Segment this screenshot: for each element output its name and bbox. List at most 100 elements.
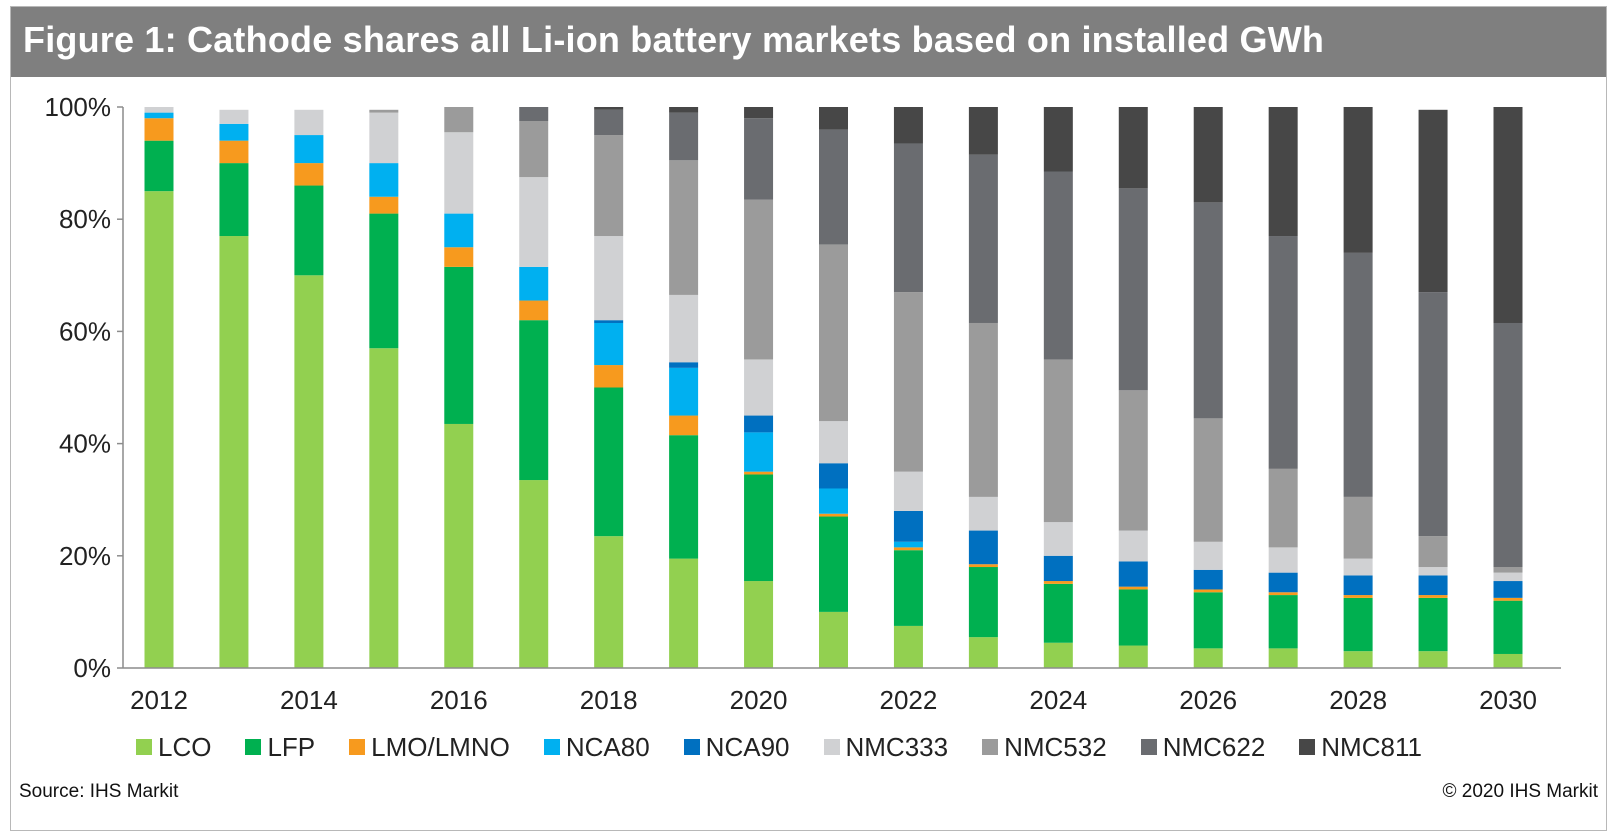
- bar-2025-nmc532: [1118, 390, 1148, 531]
- bar-2027-lfp: [1268, 595, 1298, 649]
- bar-2018-nmc622: [594, 109, 624, 136]
- bar-2028-nmc532: [1343, 496, 1373, 559]
- bar-2017-nmc532: [519, 121, 549, 178]
- legend-swatch: [823, 739, 840, 755]
- bar-2029-lmo-lmno: [1418, 595, 1448, 598]
- bar-2028-nmc811: [1343, 107, 1373, 253]
- legend-swatch: [982, 739, 999, 755]
- legend-label: NMC532: [1004, 731, 1107, 762]
- bar-2025-nmc333: [1118, 530, 1148, 562]
- bar-2024-nca90: [1043, 555, 1073, 582]
- bar-2022-lfp: [893, 550, 923, 626]
- bar-2022-nmc532: [893, 292, 923, 472]
- bar-2026-nmc622: [1193, 202, 1223, 419]
- bar-2014-lco: [294, 275, 324, 668]
- legend-label: NCA80: [565, 731, 650, 762]
- bar-2019-nca90: [669, 362, 699, 368]
- copyright-note: © 2020 IHS Markit: [1442, 781, 1599, 802]
- bar-2030-lmo-lmno: [1493, 597, 1523, 601]
- legend-item-lmo-lmno: LMO/LMNO: [349, 732, 510, 763]
- bar-2021-nmc811: [819, 107, 848, 130]
- bar-2025-nmc622: [1118, 188, 1148, 391]
- bar-2024-nmc333: [1043, 522, 1073, 556]
- bar-2023-nca90: [968, 530, 998, 565]
- x-tick-label: 2014: [280, 685, 338, 715]
- bar-2013-nmc333: [219, 109, 249, 124]
- bar-2025-nmc811: [1118, 107, 1148, 189]
- bar-2028-lmo-lmno: [1343, 595, 1373, 598]
- bar-2024-lco: [1043, 642, 1073, 668]
- bar-2027-nmc333: [1268, 547, 1298, 573]
- bar-2014-lmo-lmno: [294, 163, 324, 186]
- y-tick-label: 0%: [73, 653, 111, 683]
- bar-2016-nca80: [444, 213, 474, 248]
- bar-2025-lmo-lmno: [1118, 586, 1148, 590]
- bar-2016-lmo-lmno: [444, 247, 474, 267]
- bar-2012-nca80: [144, 112, 174, 119]
- bar-2026-lco: [1193, 648, 1223, 668]
- x-tick-label: 2018: [580, 685, 638, 715]
- legend-swatch: [1140, 739, 1157, 755]
- bar-2022-nmc811: [893, 107, 923, 144]
- bar-2029-nmc333: [1418, 567, 1448, 576]
- x-tick-label: 2030: [1479, 685, 1537, 715]
- bar-2023-nmc333: [968, 496, 998, 531]
- bar-2025-lfp: [1118, 589, 1148, 646]
- bar-2029-nmc532: [1418, 536, 1448, 568]
- bar-2027-lco: [1268, 648, 1298, 668]
- y-tick-label: 80%: [59, 204, 111, 234]
- bar-2030-lco: [1493, 653, 1523, 668]
- legend-swatch: [543, 739, 560, 755]
- bar-2026-lmo-lmno: [1193, 589, 1223, 593]
- bar-2018-lfp: [594, 387, 624, 537]
- bar-2030-nca90: [1493, 581, 1523, 598]
- bar-2017-nca80: [519, 266, 549, 301]
- bar-2029-lco: [1418, 651, 1448, 668]
- bar-2023-lmo-lmno: [968, 564, 998, 568]
- bar-2018-nmc811: [594, 107, 624, 110]
- bar-2012-nmc333: [144, 107, 174, 113]
- bar-2016-nmc333: [444, 132, 474, 214]
- bar-2030-lfp: [1493, 600, 1523, 654]
- bar-2020-lmo-lmno: [744, 471, 774, 475]
- source-note: Source: IHS Markit: [19, 781, 179, 802]
- bar-2023-nmc622: [968, 154, 998, 323]
- bar-2021-nca80: [819, 488, 848, 514]
- bar-2023-lco: [968, 637, 998, 668]
- bar-2023-nmc811: [968, 107, 998, 155]
- bar-2021-nmc622: [819, 129, 848, 245]
- bar-2027-nmc811: [1268, 107, 1298, 237]
- x-tick-label: 2028: [1329, 685, 1387, 715]
- bar-2022-nca80: [893, 541, 923, 548]
- bar-2026-nca90: [1193, 569, 1223, 590]
- bar-2019-nmc622: [669, 112, 699, 161]
- legend-label: NCA90: [705, 731, 790, 762]
- bar-2019-nmc811: [669, 107, 699, 113]
- bar-2020-nmc811: [744, 107, 774, 119]
- legend-swatch: [683, 739, 700, 755]
- bar-2021-nca90: [819, 463, 848, 489]
- legend-swatch: [349, 739, 366, 755]
- bar-2016-lfp: [444, 266, 474, 424]
- bar-2015-lco: [369, 348, 399, 668]
- bar-2020-nca80: [744, 432, 774, 472]
- legend-item-nmc622: NMC622: [1140, 732, 1265, 763]
- y-tick-label: 100%: [45, 92, 112, 122]
- bar-2027-lmo-lmno: [1268, 592, 1298, 596]
- bar-2021-nmc333: [819, 421, 848, 464]
- bar-2020-nmc622: [744, 118, 774, 200]
- bar-2019-lco: [669, 558, 699, 668]
- legend-item-nmc532: NMC532: [982, 732, 1107, 763]
- bar-2024-lmo-lmno: [1043, 581, 1073, 584]
- x-tick-label: 2012: [130, 685, 188, 715]
- y-tick-label: 60%: [59, 316, 111, 346]
- bar-2013-lco: [219, 236, 249, 668]
- bar-2018-nca80: [594, 322, 624, 366]
- bar-2017-lco: [519, 480, 549, 668]
- bar-2019-lfp: [669, 435, 699, 559]
- bar-2024-lfp: [1043, 583, 1073, 643]
- bar-2028-nca90: [1343, 575, 1373, 596]
- bar-2027-nmc532: [1268, 468, 1298, 548]
- bar-2029-nmc622: [1418, 292, 1448, 537]
- y-tick-label: 40%: [59, 429, 111, 459]
